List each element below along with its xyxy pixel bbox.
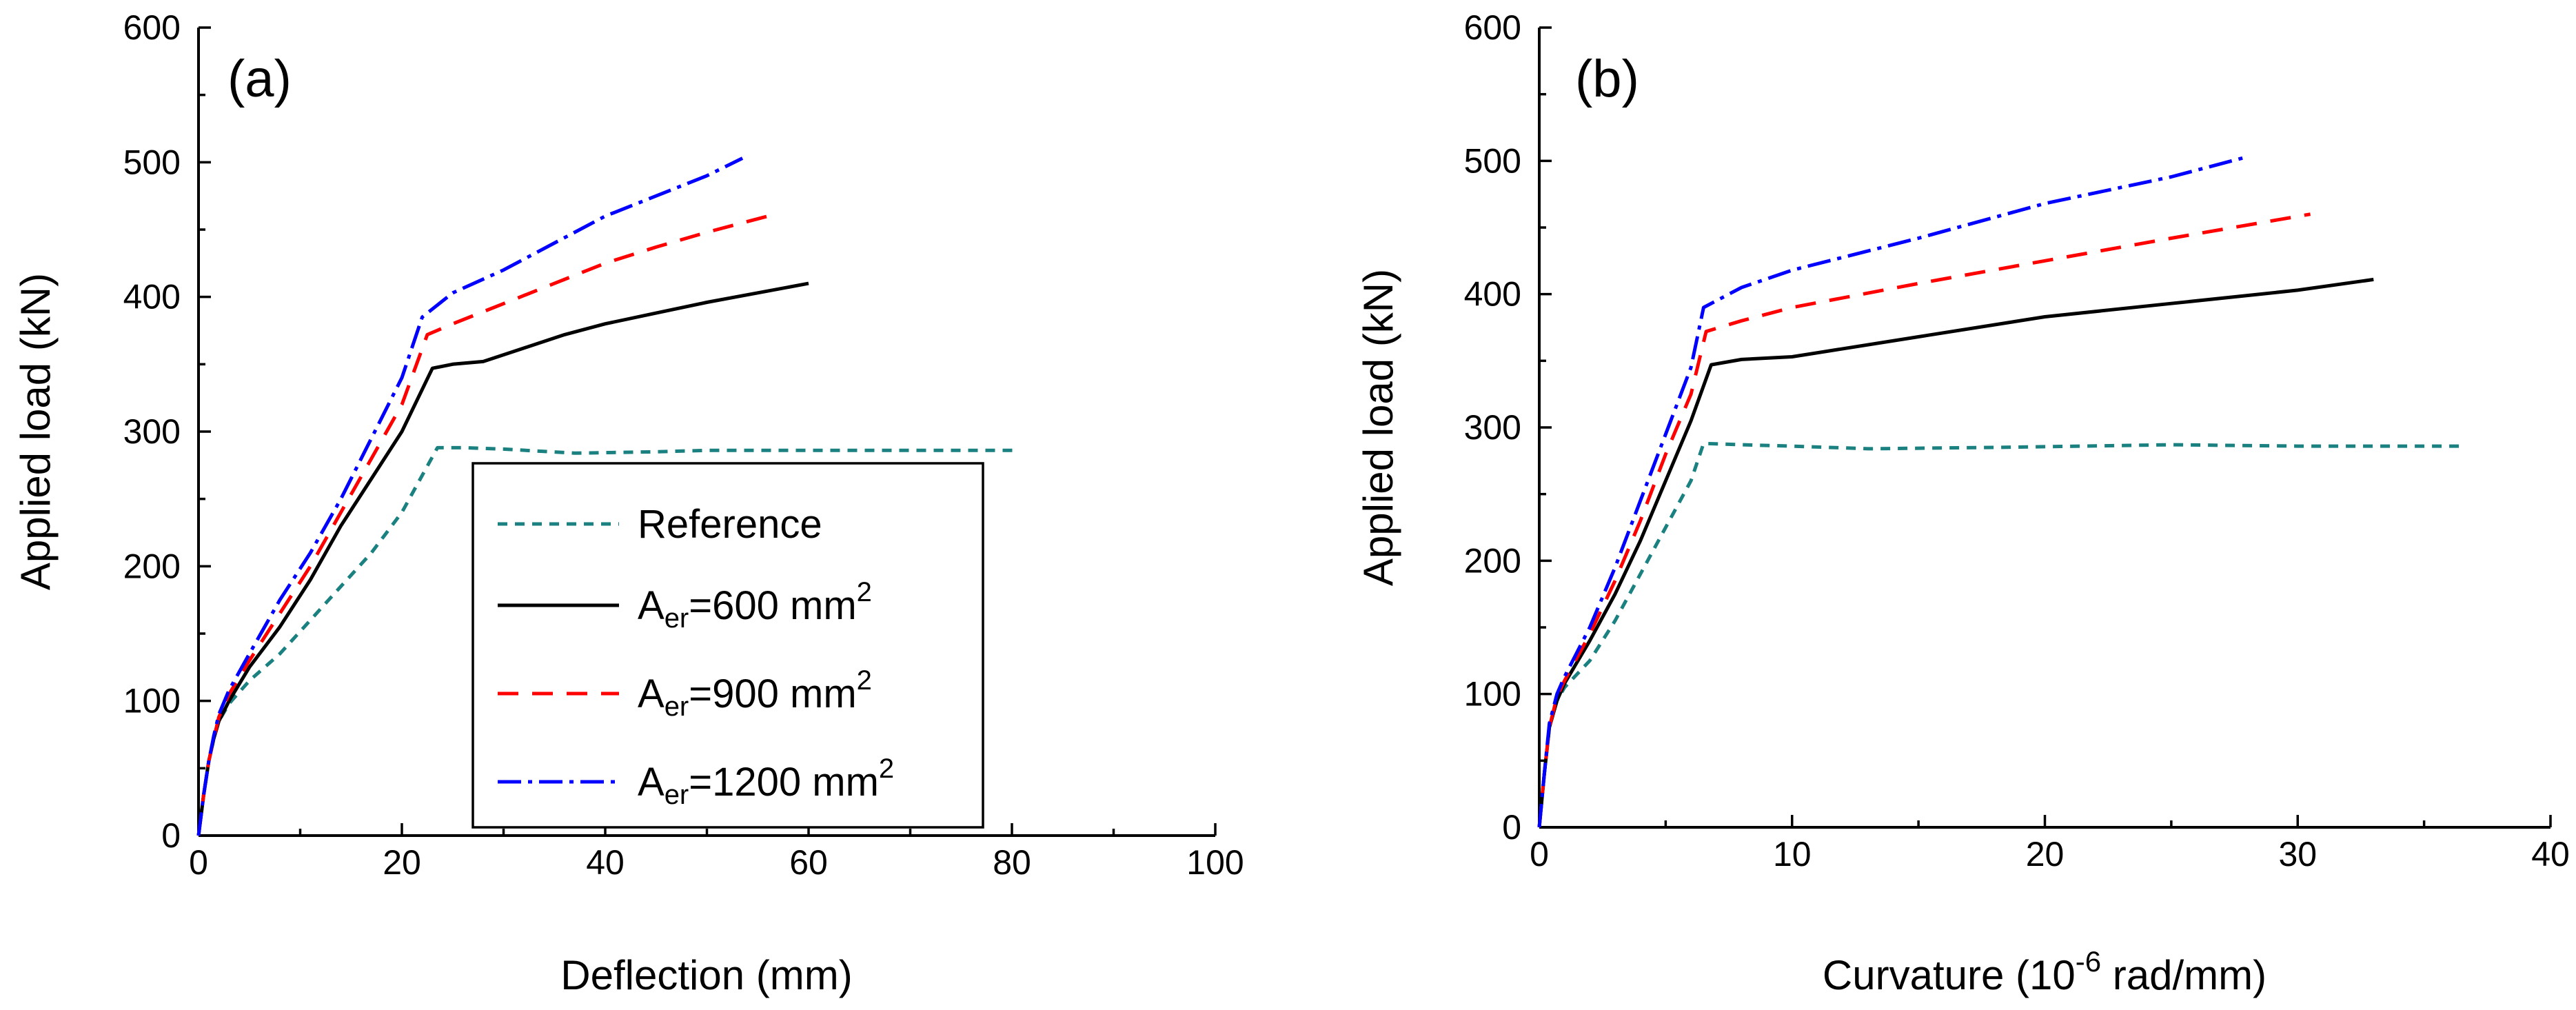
panel-b-series-aer900 — [1537, 212, 2311, 828]
panel-b-y-tick-label: 400 — [1464, 275, 1521, 314]
panel-a-x-axis-title: Deflection (mm) — [560, 952, 852, 998]
panel-a-ticks: 0 20 40 60 80 100 0 100 200 300 400 500 600 — [123, 8, 1244, 882]
panel-a-y-tick-label: 200 — [123, 547, 181, 585]
legend-label-aer600: Aer=600 mm2 — [638, 577, 872, 634]
legend-label-reference: Reference — [638, 502, 822, 547]
panel-b-x-tick-label: 30 — [2278, 835, 2317, 873]
panel-b-series-aer1200 — [1537, 155, 2248, 828]
panel-b-y-tick-label: 300 — [1464, 408, 1521, 447]
panel-b-x-tick-label: 20 — [2026, 835, 2065, 873]
panel-a-y-tick-label: 300 — [123, 412, 181, 451]
panel-a-x-tick-label: 20 — [383, 843, 421, 882]
panel-a-y-axis-title: Applied load (kN) — [12, 273, 59, 590]
panel-a-y-tick-label: 500 — [123, 143, 181, 181]
panel-a-series-aer1200 — [196, 156, 744, 836]
panel-a-y-tick-label: 600 — [123, 8, 181, 47]
panel-a-y-tick-label: 100 — [123, 682, 181, 720]
panel-a-y-tick-label: 400 — [123, 278, 181, 316]
panel-a-x-tick-label: 80 — [993, 843, 1031, 882]
panel-a-x-tick-label: 0 — [189, 843, 208, 882]
panel-b-axes — [1538, 28, 2550, 829]
panel-b-x-tick-label: 40 — [2531, 835, 2570, 873]
panel-b-y-tick-label: 500 — [1464, 141, 1521, 180]
panel-a-x-tick-label: 60 — [789, 843, 828, 882]
panel-b-y-axis-title: Applied load (kN) — [1355, 269, 1401, 586]
panel-a-label: (a) — [227, 50, 292, 108]
legend: Reference Aer=600 mm2 Aer=900 mm2 Aer=12… — [471, 462, 984, 829]
panel-b-y-tick-label: 200 — [1464, 541, 1521, 580]
panel-a-series-aer900 — [196, 212, 779, 836]
panel-b-y-tick-label: 0 — [1502, 808, 1521, 847]
panel-b-x-axis-title: Curvature (10-6 rad/mm) — [1823, 945, 2266, 998]
panel-a-x-tick-label: 40 — [586, 843, 625, 882]
panel-b-series-reference — [1537, 441, 2462, 828]
panel-b-y-tick-label: 100 — [1464, 675, 1521, 714]
panel-b-series-aer600 — [1537, 277, 2374, 828]
panel-b-label: (b) — [1575, 50, 1639, 108]
panel-a-series-group — [196, 156, 1017, 836]
panel-b-x-tick-label: 10 — [1773, 835, 1812, 873]
panel-a-y-tick-label: 0 — [161, 816, 181, 855]
legend-label-aer1200: Aer=1200 mm2 — [638, 754, 894, 810]
panel-b-x-tick-label: 0 — [1530, 835, 1549, 873]
panel-a-x-tick-label: 100 — [1186, 843, 1244, 882]
panel-b-series-group — [1537, 155, 2462, 828]
panel-b-y-tick-label: 600 — [1464, 8, 1521, 47]
legend-label-aer900: Aer=900 mm2 — [638, 665, 872, 722]
panel-a-chart: 0 20 40 60 80 100 0 100 200 300 400 500 600 (a) Defl… — [12, 8, 1244, 998]
